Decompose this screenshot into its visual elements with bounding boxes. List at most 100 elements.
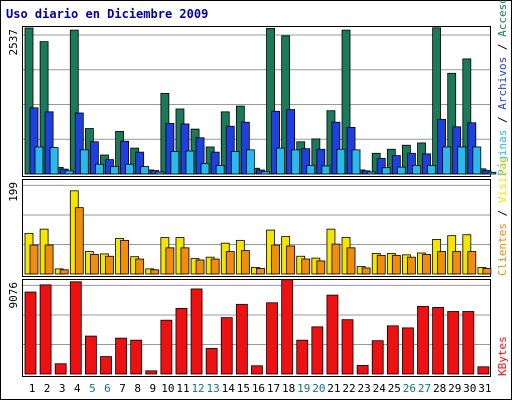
bar-visits-clientes <box>44 244 54 275</box>
x-tick-label: 11 <box>176 382 189 395</box>
bar-kbytes-kbytes <box>296 339 309 375</box>
x-tick-label: 16 <box>252 382 265 395</box>
bar-visits-clientes <box>376 254 386 275</box>
x-tick-label: 1 <box>29 382 36 395</box>
bar-kbytes-kbytes <box>54 363 67 375</box>
bar-kbytes-kbytes <box>281 279 294 375</box>
x-tick-label: 5 <box>89 382 96 395</box>
legend-hits: Páginas / Archivos / Accesos <box>496 0 509 176</box>
bar-hits-paginas <box>64 170 74 175</box>
bar-hits-accesos <box>281 35 291 175</box>
x-tick-label: 19 <box>297 382 310 395</box>
bar-visits-clientes <box>135 258 145 275</box>
bar-hits-paginas <box>306 164 316 175</box>
x-tick-label: 6 <box>104 382 111 395</box>
bar-kbytes-kbytes <box>220 317 233 375</box>
bar-hits-archivos <box>271 110 280 175</box>
panel-visits: 199 <box>7 179 492 277</box>
bar-hits-paginas <box>261 171 270 175</box>
bar-visits-clientes <box>271 244 280 275</box>
bar-hits-paginas <box>215 164 225 175</box>
bar-kbytes-kbytes <box>115 337 127 375</box>
bar-kbytes-kbytes <box>462 311 475 375</box>
x-axis-day-labels: 1 2 3 4 5 6 7 8 9 10 11 12 13 14 15 16 17 18 19 20 21 22 23 24 2… <box>29 382 492 395</box>
bar-hits-paginas <box>276 147 285 175</box>
bar-hits-paginas <box>185 150 195 175</box>
x-tick-label: 7 <box>119 382 126 395</box>
bar-kbytes-kbytes <box>417 305 429 375</box>
x-tick-label: 24 <box>373 382 387 395</box>
bar-visits-clientes <box>59 269 69 275</box>
x-tick-label: 23 <box>358 382 371 395</box>
bar-visits-clientes <box>391 254 401 275</box>
bar-hits-paginas <box>351 149 361 175</box>
bar-visits-clientes <box>89 253 99 275</box>
x-tick-label: 14 <box>222 382 236 395</box>
bar-hits-archivos <box>391 155 401 175</box>
x-tick-label: 18 <box>282 382 295 395</box>
bar-hits-paginas <box>110 166 119 175</box>
bar-kbytes-kbytes <box>266 302 278 375</box>
panel-frame <box>22 26 491 177</box>
legend-entry-archivos: Archivos <box>496 57 509 110</box>
bar-hits-accesos <box>432 27 442 175</box>
bar-hits-paginas <box>291 149 301 175</box>
bar-hits-accesos <box>39 41 49 175</box>
bar-kbytes-kbytes <box>402 327 414 375</box>
legend-entry-paginas: Páginas <box>496 130 509 176</box>
bar-hits-accesos <box>462 58 472 175</box>
bar-kbytes-kbytes <box>311 326 324 375</box>
bar-kbytes-kbytes <box>251 365 263 375</box>
bar-visits-clientes <box>316 260 326 275</box>
bar-visits-clientes <box>120 239 129 275</box>
bar-kbytes-kbytes <box>69 281 82 375</box>
x-tick-label: 25 <box>388 382 401 395</box>
legend-separator: / <box>496 110 509 130</box>
bar-hits-accesos <box>447 72 457 175</box>
bar-kbytes-kbytes <box>160 319 173 375</box>
bar-hits-paginas <box>49 147 59 175</box>
bar-kbytes-kbytes <box>84 335 97 375</box>
bar-visits-clientes <box>346 247 356 275</box>
legend-entry-clientes: Clientes <box>496 223 509 276</box>
panel-kbytes: 9076 <box>7 279 491 377</box>
bar-hits-paginas <box>94 163 104 175</box>
x-tick-label: 28 <box>433 382 446 395</box>
bar-hits-paginas <box>457 146 467 175</box>
bar-visits-clientes <box>331 243 341 275</box>
bar-hits-accesos <box>341 29 351 175</box>
bar-hits-accesos <box>69 29 79 175</box>
x-tick-label: 10 <box>161 382 174 395</box>
bar-hits-archivos <box>286 109 296 175</box>
x-tick-label: 2 <box>44 382 51 395</box>
x-tick-label: 22 <box>342 382 355 395</box>
bar-visits-clientes <box>422 253 431 275</box>
x-tick-label: 9 <box>149 382 156 395</box>
legend-visits: Clientes / Visitas <box>496 157 509 276</box>
bar-hits-paginas <box>472 146 482 175</box>
legend-entry-visitas: Visitas <box>496 157 509 203</box>
bar-hits-paginas <box>155 171 165 175</box>
bar-visits-clientes <box>452 251 462 275</box>
bar-visits-clientes <box>165 247 175 275</box>
bar-hits-archivos <box>225 125 235 175</box>
chart-title: Uso diario en Diciembre 2009 <box>6 7 208 21</box>
bar-kbytes-kbytes <box>341 319 354 375</box>
bar-kbytes-kbytes <box>326 294 339 375</box>
bar-kbytes-kbytes <box>24 291 37 375</box>
x-tick-label: 15 <box>237 382 250 395</box>
y-max-label: 9076 <box>7 282 20 309</box>
bar-hits-archivos <box>89 141 99 175</box>
bar-kbytes-kbytes <box>356 364 369 375</box>
legend-separator: / <box>496 37 509 57</box>
x-tick-label: 30 <box>463 382 476 395</box>
y-max-label: 2537 <box>7 29 20 56</box>
bar-hits-archivos <box>74 112 84 175</box>
bar-visits-clientes <box>437 251 447 275</box>
x-tick-label: 17 <box>267 382 280 395</box>
bar-hits-archivos <box>135 151 145 175</box>
bar-hits-archivos <box>180 123 190 175</box>
bar-visits-clientes <box>210 258 220 275</box>
bar-kbytes-kbytes <box>477 366 490 375</box>
bar-hits-archivos <box>301 148 311 175</box>
